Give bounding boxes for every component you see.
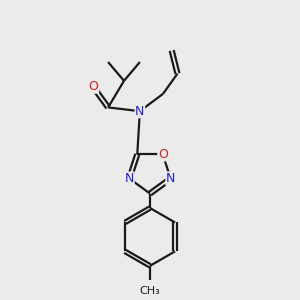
- Text: N: N: [125, 172, 134, 185]
- Text: O: O: [89, 80, 99, 93]
- Text: CH₃: CH₃: [140, 286, 160, 296]
- Text: N: N: [135, 105, 145, 118]
- Text: N: N: [166, 172, 175, 185]
- Text: O: O: [158, 148, 168, 161]
